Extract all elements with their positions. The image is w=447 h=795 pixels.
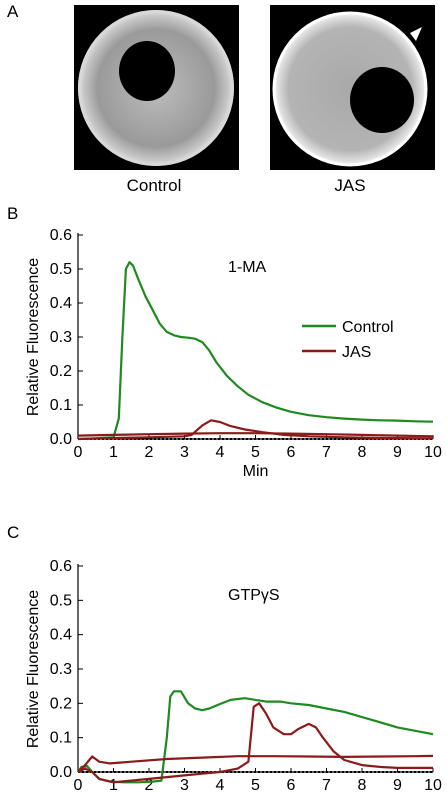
x-tick-label: 10 bbox=[424, 777, 442, 794]
micrograph-jas-image bbox=[272, 11, 428, 167]
y-tick-label: 0.0 bbox=[50, 431, 72, 448]
series-line-jas bbox=[77, 419, 434, 441]
y-tick-label: 0.6 bbox=[50, 558, 72, 575]
series-line-jas bbox=[77, 754, 434, 773]
x-tick-label: 1 bbox=[109, 444, 118, 461]
y-tick-label: 0.4 bbox=[50, 627, 72, 644]
series-line-control bbox=[77, 690, 434, 784]
y-tick-label: 0.1 bbox=[50, 730, 72, 747]
x-tick-label: 6 bbox=[287, 444, 296, 461]
y-tick-label: 0.6 bbox=[50, 227, 72, 244]
x-tick-label: 10 bbox=[424, 444, 442, 461]
y-tick-label: 0.5 bbox=[50, 592, 72, 609]
x-tick-label: 3 bbox=[180, 777, 189, 794]
y-tick-label: 0.3 bbox=[50, 329, 72, 346]
micrograph-jas bbox=[270, 5, 435, 170]
panel-letter-c: C bbox=[7, 523, 20, 542]
y-tick-label: 0.4 bbox=[50, 295, 72, 312]
x-tick-label: 4 bbox=[216, 444, 225, 461]
x-tick-label: 7 bbox=[322, 444, 331, 461]
x-tick-label: 4 bbox=[216, 777, 225, 794]
x-tick-label: 1 bbox=[109, 777, 118, 794]
nucleus bbox=[350, 67, 414, 133]
y-tick-label: 0.3 bbox=[50, 661, 72, 678]
y-tick-label: 0.1 bbox=[50, 397, 72, 414]
x-tick-label: 2 bbox=[145, 444, 154, 461]
arrowhead-icon bbox=[410, 27, 422, 41]
x-tick-label: 6 bbox=[287, 777, 296, 794]
x-tick-label: 0 bbox=[74, 444, 83, 461]
caption-control: Control bbox=[126, 176, 182, 195]
x-tick-label: 3 bbox=[180, 444, 189, 461]
chart-annotation: 1-MA bbox=[228, 259, 267, 276]
x-tick-label: 9 bbox=[393, 777, 402, 794]
micrograph-control bbox=[74, 5, 239, 170]
x-tick-label: 2 bbox=[145, 777, 154, 794]
micrograph-control-image bbox=[78, 10, 234, 166]
x-tick-label: 9 bbox=[393, 444, 402, 461]
x-axis-label: Min bbox=[243, 463, 269, 480]
series-line-jas bbox=[77, 702, 433, 784]
x-tick-label: 8 bbox=[358, 444, 367, 461]
series-line-jas bbox=[77, 432, 434, 438]
x-tick-label: 0 bbox=[74, 777, 83, 794]
x-tick-label: 5 bbox=[251, 444, 260, 461]
x-tick-label: 8 bbox=[358, 777, 367, 794]
chart-annotation: GTPγS bbox=[228, 587, 280, 604]
legend-label-control: Control bbox=[342, 319, 394, 336]
y-tick-label: 0.2 bbox=[50, 695, 72, 712]
x-tick-label: 5 bbox=[251, 777, 260, 794]
nucleus bbox=[119, 41, 175, 101]
x-tick-label: 7 bbox=[322, 777, 331, 794]
y-axis-label: Relative Fluorescence bbox=[25, 258, 42, 416]
caption-jas: JAS bbox=[334, 176, 366, 195]
y-tick-label: 0.5 bbox=[50, 261, 72, 278]
panel-letter-a: A bbox=[7, 2, 19, 21]
panel-letter-b: B bbox=[7, 204, 19, 223]
series-line-control bbox=[77, 261, 434, 441]
y-tick-label: 0.0 bbox=[50, 764, 72, 781]
legend-label-jas: JAS bbox=[342, 344, 371, 361]
y-axis-label: Relative Fluorescence bbox=[25, 590, 42, 748]
y-tick-label: 0.2 bbox=[50, 363, 72, 380]
